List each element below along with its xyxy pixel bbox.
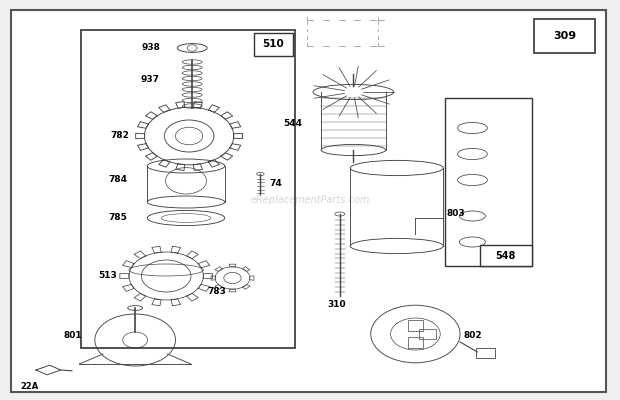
Bar — [476, 348, 495, 358]
Text: 548: 548 — [496, 250, 516, 261]
Text: 802: 802 — [464, 332, 482, 340]
Text: 22A: 22A — [20, 382, 39, 391]
Bar — [418, 329, 436, 339]
Text: 803: 803 — [446, 210, 465, 218]
Text: 785: 785 — [108, 214, 127, 222]
Bar — [480, 245, 532, 266]
Text: 783: 783 — [208, 287, 226, 296]
Text: 782: 782 — [110, 132, 129, 140]
Bar — [81, 30, 294, 348]
Text: eReplacementParts.com: eReplacementParts.com — [250, 195, 370, 205]
Bar — [534, 19, 595, 53]
Bar — [408, 320, 423, 331]
Bar — [254, 33, 293, 56]
Text: 310: 310 — [327, 300, 346, 309]
Text: 513: 513 — [98, 272, 117, 280]
Text: 937: 937 — [141, 76, 160, 84]
Text: 938: 938 — [141, 44, 160, 52]
Text: 309: 309 — [553, 31, 577, 41]
Text: 74: 74 — [270, 180, 283, 188]
Text: 801: 801 — [64, 332, 82, 340]
Bar — [445, 98, 532, 266]
Bar — [408, 337, 423, 348]
Text: 784: 784 — [108, 176, 127, 184]
Text: 510: 510 — [262, 39, 285, 49]
Text: 544: 544 — [283, 120, 302, 128]
